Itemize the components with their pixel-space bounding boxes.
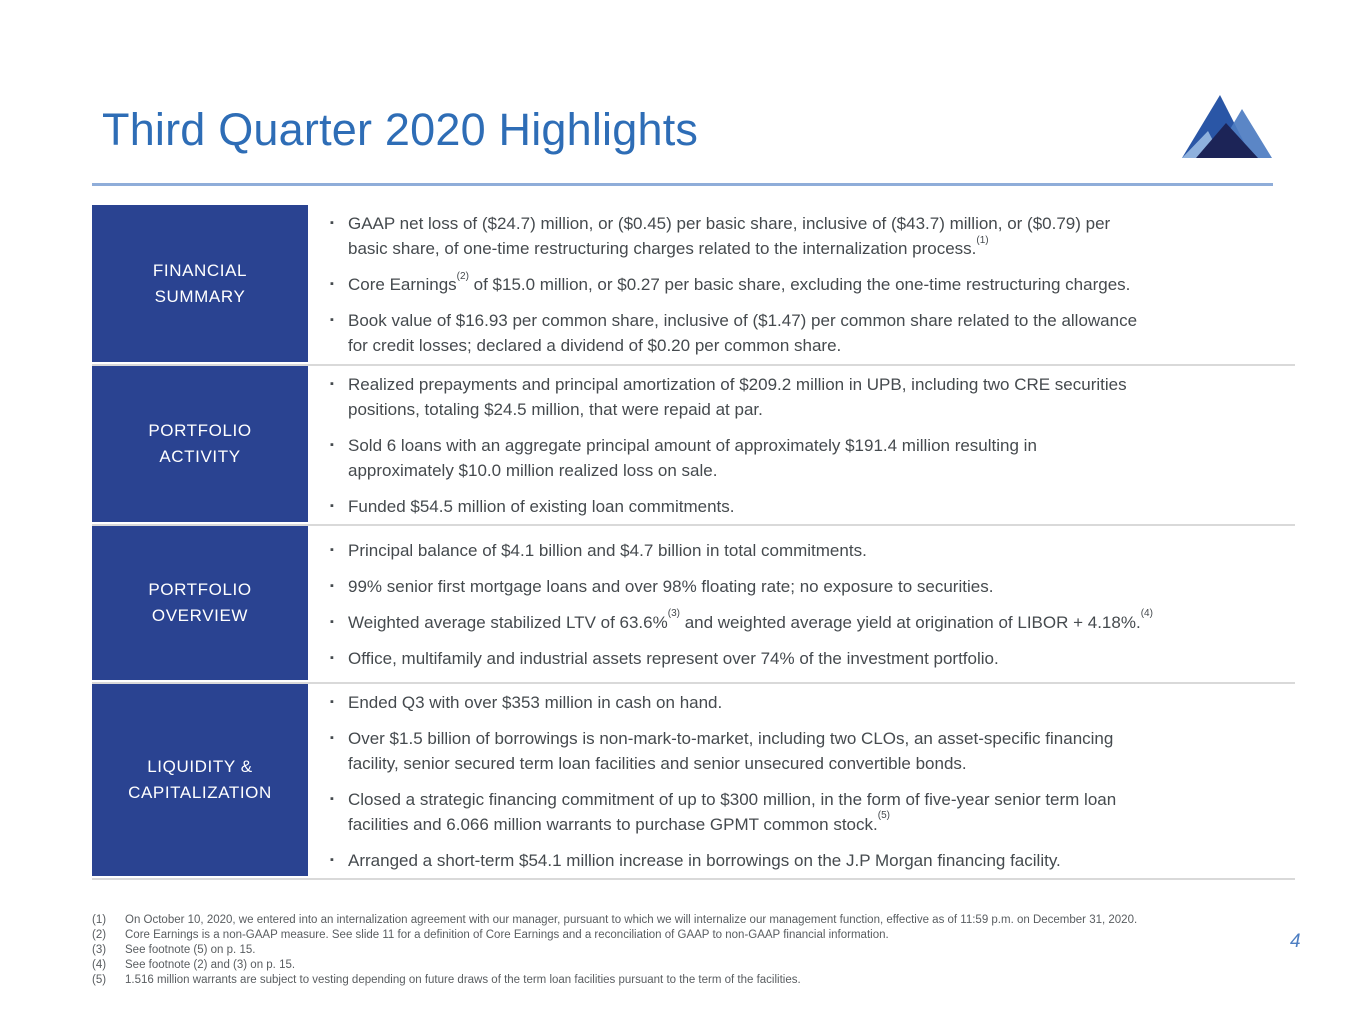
bullet-text: Principal balance of $4.1 billion and $4… xyxy=(348,538,867,563)
mountain-logo-icon xyxy=(1182,95,1272,158)
page-number: 4 xyxy=(1290,931,1301,952)
footnote-text: See footnote (2) and (3) on p. 15. xyxy=(125,959,296,971)
footnote-number: (4) xyxy=(92,959,107,971)
bullet-item: ▪ Principal balance of $4.1 billion and $… xyxy=(330,538,1285,563)
section-content-liquidity-capitalization: ▪ Ended Q3 with over $353 million in cash… xyxy=(308,684,1295,878)
bullet-square-icon: ▪ xyxy=(330,499,334,512)
bullet-text-segment: Office, multifamily and industrial asset… xyxy=(348,648,999,668)
bullet-square-icon: ▪ xyxy=(330,651,334,664)
bullet-text-segment: Arranged a short-term $54.1 million incr… xyxy=(348,850,1061,870)
section-content-portfolio-overview: ▪ Principal balance of $4.1 billion and $… xyxy=(308,526,1295,682)
bullet-item: ▪ Office, multifamily and industrial asse… xyxy=(330,646,1285,671)
bullet-item: ▪ Sold 6 loans with an aggregate principa… xyxy=(330,433,1285,483)
bullet-text-segment: Principal balance of $4.1 billion and $4… xyxy=(348,540,867,560)
footnote-line: (4) See footnote (2) and (3) on p. 15. xyxy=(92,958,1302,973)
bullet-item: ▪ Over $1.5 billion of borrowings is non-… xyxy=(330,726,1285,776)
bullet-text: Office, multifamily and industrial asset… xyxy=(348,646,999,671)
bullet-item: ▪ Closed a strategic financing commitment… xyxy=(330,787,1285,837)
bullet-text-segment: GAAP net loss of ($24.7) million, or ($0… xyxy=(348,214,1111,258)
footnote-number: (2) xyxy=(92,929,107,941)
title-divider xyxy=(92,183,1273,186)
page-title: Third Quarter 2020 Highlights xyxy=(102,104,699,155)
footnote-reference: (1) xyxy=(976,234,989,246)
highlights-table: FINANCIAL SUMMARY ▪ GAAP net loss of ($24.… xyxy=(92,205,1295,880)
bullet-square-icon: ▪ xyxy=(330,278,334,290)
footnote-line: (5) 1.516 million warrants are subject to… xyxy=(92,973,1302,988)
section-label-liquidity-capitalization: LIQUIDITY & CAPITALIZATION xyxy=(92,684,308,876)
section-label-financial-summary: FINANCIAL SUMMARY xyxy=(92,205,308,362)
section-content-portfolio-activity: ▪ Realized prepayments and principal amor… xyxy=(308,366,1295,524)
bullet-text: Arranged a short-term $54.1 million incr… xyxy=(348,848,1061,873)
bullet-text: GAAP net loss of ($24.7) million, or ($0… xyxy=(348,211,1110,261)
bullet-text-segment: 99% senior first mortgage loans and over… xyxy=(348,576,994,596)
bullet-square-icon: ▪ xyxy=(330,853,334,866)
logo-shadow-peak xyxy=(1196,123,1258,158)
footnote-text: See footnote (5) on p. 15. xyxy=(125,944,256,956)
footnote-reference: (2) xyxy=(456,270,469,282)
footnote-reference: (4) xyxy=(1140,608,1153,620)
section-row-portfolio-overview: PORTFOLIO OVERVIEW ▪ Principal balance of … xyxy=(92,526,1295,684)
bullet-text-segment: Realized prepayments and principal amort… xyxy=(348,374,1127,419)
bullet-square-icon: ▪ xyxy=(330,217,334,229)
bullet-text-segment: Closed a strategic financing commitment … xyxy=(348,789,1117,834)
bullet-text-segment: Ended Q3 with over $353 million in cash … xyxy=(348,692,723,712)
bullet-text-segment: Sold 6 loans with an aggregate principal… xyxy=(348,435,1037,480)
bullet-square-icon: ▪ xyxy=(330,792,334,805)
footnote-number: (1) xyxy=(92,914,107,926)
bullet-text-segment: Over $1.5 billion of borrowings is non-m… xyxy=(348,728,1114,773)
footnote-line: (2) Core Earnings is a non-GAAP measure. … xyxy=(92,928,1302,943)
footnote-text: Core Earnings is a non-GAAP measure. See… xyxy=(125,929,889,941)
bullet-square-icon: ▪ xyxy=(330,695,334,708)
bullet-text-segment: Core Earnings xyxy=(348,275,457,294)
bullet-item: ▪ Funded $54.5 million of existing loan c… xyxy=(330,494,1285,519)
bullet-square-icon: ▪ xyxy=(330,438,334,451)
bullet-text-segment: and weighted average yield at originatio… xyxy=(679,612,1141,632)
bullet-text: Closed a strategic financing commitment … xyxy=(348,787,1116,837)
bullet-item: ▪ GAAP net loss of ($24.7) million, or ($… xyxy=(330,211,1285,261)
section-row-portfolio-activity: PORTFOLIO ACTIVITY ▪ Realized prepayments … xyxy=(92,366,1295,526)
bullet-text: Over $1.5 billion of borrowings is non-m… xyxy=(348,726,1113,776)
section-label-portfolio-overview: PORTFOLIO OVERVIEW xyxy=(92,526,308,680)
bullet-square-icon: ▪ xyxy=(330,731,334,744)
bullet-text: Sold 6 loans with an aggregate principal… xyxy=(348,433,1037,483)
footnote-reference: (3) xyxy=(667,608,680,620)
bullet-item: ▪ Weighted average stabilized LTV of 63.6… xyxy=(330,608,1285,635)
bullet-text-segment: of $15.0 million, or $0.27 per basic sha… xyxy=(468,275,1131,294)
section-row-liquidity-capitalization: LIQUIDITY & CAPITALIZATION ▪ Ended Q3 with… xyxy=(92,684,1295,880)
section-label-portfolio-activity: PORTFOLIO ACTIVITY xyxy=(92,366,308,522)
bullet-square-icon: ▪ xyxy=(330,377,334,390)
bullet-item: ▪ Arranged a short-term $54.1 million inc… xyxy=(330,848,1285,873)
bullet-square-icon: ▪ xyxy=(330,615,334,628)
bullet-item: ▪ 99% senior first mortgage loans and ove… xyxy=(330,574,1285,599)
section-content-financial-summary: ▪ GAAP net loss of ($24.7) million, or ($… xyxy=(308,205,1295,364)
bullet-text-segment: Funded $54.5 million of existing loan co… xyxy=(348,496,735,516)
bullet-item: ▪ Realized prepayments and principal amor… xyxy=(330,372,1285,422)
footnote-text: On October 10, 2020, we entered into an … xyxy=(125,914,1138,926)
bullet-text: Funded $54.5 million of existing loan co… xyxy=(348,494,734,519)
footnote-line: (1) On October 10, 2020, we entered into … xyxy=(92,913,1302,928)
bullet-text: Book value of $16.93 per common share, i… xyxy=(348,308,1137,358)
footnote-reference: (5) xyxy=(877,810,890,822)
bullet-text: 99% senior first mortgage loans and over… xyxy=(348,574,993,599)
bullet-item: ▪ Ended Q3 with over $353 million in cash… xyxy=(330,690,1285,715)
footnote-number: (3) xyxy=(92,944,107,956)
bullet-item: ▪ Core Earnings(2) of $15.0 million, or $… xyxy=(330,270,1285,297)
bullet-text: Weighted average stabilized LTV of 63.6%… xyxy=(348,608,1153,635)
footnote-text: 1.516 million warrants are subject to ve… xyxy=(125,974,801,986)
bullet-item: ▪ Book value of $16.93 per common share, … xyxy=(330,308,1285,358)
bullet-square-icon: ▪ xyxy=(330,579,334,592)
section-row-financial-summary: FINANCIAL SUMMARY ▪ GAAP net loss of ($24.… xyxy=(92,205,1295,366)
footnotes: (1) On October 10, 2020, we entered into … xyxy=(92,913,1302,988)
bullet-text: Ended Q3 with over $353 million in cash … xyxy=(348,690,722,715)
footnote-number: (5) xyxy=(92,974,107,986)
bullet-text: Core Earnings(2) of $15.0 million, or $0… xyxy=(348,270,1131,297)
bullet-text: Realized prepayments and principal amort… xyxy=(348,372,1127,422)
bullet-text-segment: Weighted average stabilized LTV of 63.6% xyxy=(348,612,668,632)
bullet-text-segment: Book value of $16.93 per common share, i… xyxy=(348,311,1138,355)
bullet-square-icon: ▪ xyxy=(330,543,334,556)
bullet-square-icon: ▪ xyxy=(330,314,334,326)
footnote-line: (3) See footnote (5) on p. 15. xyxy=(92,943,1302,958)
